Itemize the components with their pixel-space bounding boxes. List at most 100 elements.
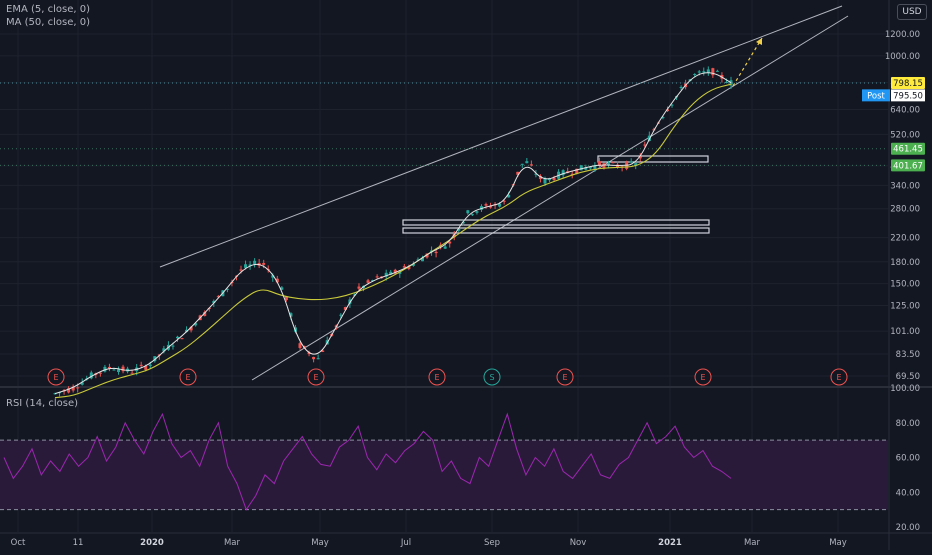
candle-down <box>597 161 601 166</box>
candle-down <box>284 296 288 301</box>
candle-up <box>724 81 728 83</box>
candle-up <box>520 163 524 165</box>
price-axis-tick: 1000.00 <box>885 52 920 62</box>
candle-down <box>343 307 347 310</box>
currency-button[interactable]: USD <box>897 4 927 20</box>
time-axis-tick: 2020 <box>140 538 164 548</box>
event-marker-label: E <box>700 373 705 382</box>
candle-down <box>216 296 220 298</box>
candle-down <box>638 156 642 159</box>
candle-up <box>352 294 356 296</box>
earnings-marker[interactable]: E <box>307 368 325 386</box>
earnings-marker[interactable]: E <box>179 368 197 386</box>
candle-up <box>316 358 320 360</box>
candle-down <box>298 343 302 348</box>
level-tag-upper-bg <box>891 142 925 155</box>
candle-down <box>516 171 520 175</box>
rsi-axis-tick: 40.00 <box>896 488 920 498</box>
upper-trendline <box>159 5 843 268</box>
candle-up <box>634 163 638 166</box>
price-axis-tick: 101.00 <box>890 327 920 337</box>
ema-legend[interactable]: EMA (5, close, 0) <box>6 4 90 15</box>
event-marker-label: E <box>185 373 190 382</box>
time-axis-tick: Jul <box>400 538 411 548</box>
candle-down <box>357 286 361 289</box>
rsi-legend[interactable]: RSI (14, close) <box>6 398 79 409</box>
earnings-marker[interactable]: E <box>428 368 446 386</box>
candle-up <box>389 271 393 275</box>
candle-down <box>275 278 279 283</box>
candle-down <box>502 200 506 202</box>
price-axis-tick: 520.00 <box>890 130 920 140</box>
candle-down <box>76 387 80 389</box>
candle-down <box>71 386 75 391</box>
candle-up <box>593 165 597 169</box>
candle-up <box>715 70 719 72</box>
candle-down <box>366 280 370 283</box>
candle-down <box>611 162 615 164</box>
candle-up <box>470 214 474 216</box>
post-price-tag: 795.50 <box>893 91 923 101</box>
candle-down <box>393 269 397 274</box>
candle-up <box>661 117 665 119</box>
candle-down <box>448 241 452 244</box>
candle-down <box>643 144 647 146</box>
candle-up <box>561 170 565 176</box>
ma-50-line <box>54 83 732 399</box>
candle-up <box>248 264 252 266</box>
candle-down <box>98 372 102 374</box>
candle-up <box>271 275 275 278</box>
price-axis-tick: 180.00 <box>890 258 920 268</box>
candle-down <box>144 365 148 370</box>
price-axis-tick: 280.00 <box>890 205 920 215</box>
candle-up <box>53 393 57 395</box>
time-axis-tick: Mar <box>224 538 241 548</box>
support-zone-middle <box>402 219 710 226</box>
price-axis-tick: 69.50 <box>896 372 920 382</box>
post-label-bg <box>862 89 890 102</box>
projection-arrow-head <box>756 38 762 45</box>
time-axis-tick: Oct <box>11 538 26 548</box>
candle-up <box>253 260 257 264</box>
ma-legend[interactable]: MA (50, close, 0) <box>6 17 91 28</box>
candle-up <box>153 356 157 362</box>
split-marker[interactable]: S <box>483 368 501 386</box>
candle-down <box>203 312 207 316</box>
candle-up <box>670 104 674 106</box>
candle-down <box>602 163 606 169</box>
candle-up <box>162 348 166 352</box>
candle-up <box>212 300 216 303</box>
earnings-marker[interactable]: E <box>694 368 712 386</box>
candle-down <box>402 266 406 268</box>
candle-up <box>729 80 733 86</box>
candle-down <box>189 327 193 331</box>
candle-up <box>185 329 189 332</box>
candle-up <box>148 364 152 366</box>
rsi-axis-tick: 60.00 <box>896 454 920 464</box>
candle-up <box>416 259 420 261</box>
ema-5-line <box>54 72 732 395</box>
candle-down <box>484 204 488 206</box>
rsi-band-fill <box>0 440 888 510</box>
candle-down <box>434 251 438 254</box>
candle-up <box>244 264 248 268</box>
price-axis-tick: 1200.00 <box>885 30 920 40</box>
time-axis-tick: May <box>829 538 847 548</box>
candle-down <box>575 168 579 174</box>
earnings-marker[interactable]: E <box>830 368 848 386</box>
candle-up <box>679 86 683 88</box>
candle-up <box>280 287 284 290</box>
post-price-bg <box>891 89 925 102</box>
time-axis-tick: Sep <box>484 538 500 548</box>
event-marker-label: E <box>313 373 318 382</box>
candle-down <box>665 109 669 112</box>
lower-trendline <box>251 15 849 381</box>
event-marker-label: E <box>434 373 439 382</box>
candle-up <box>289 313 293 317</box>
earnings-marker[interactable]: E <box>47 368 65 386</box>
earnings-marker[interactable]: E <box>556 368 574 386</box>
candle-down <box>121 366 125 372</box>
candle-down <box>321 350 325 352</box>
